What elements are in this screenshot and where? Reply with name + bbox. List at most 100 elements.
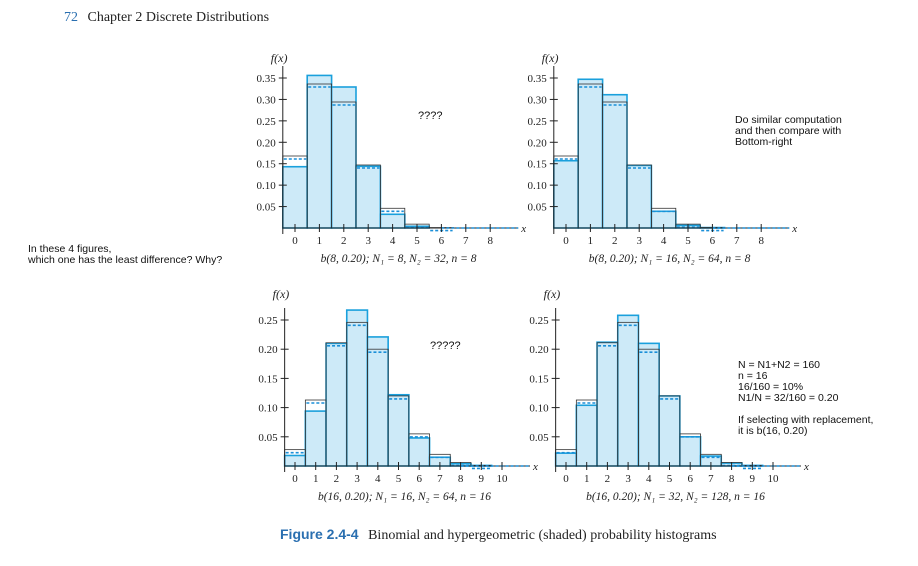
x-tick-label: 0 [563, 473, 569, 485]
y-axis-label: f(x) [273, 287, 290, 301]
bottom-right-note: N = N1+N2 = 160 n = 16 16/160 = 10% N1/N… [738, 359, 874, 437]
hypergeometric-bar [325, 342, 348, 467]
y-tick-label: 0.30 [528, 94, 548, 106]
hypergeometric-bar [355, 165, 382, 229]
y-tick-label: 0.10 [257, 180, 277, 192]
y-tick-label: 0.35 [257, 73, 277, 85]
page-header: 72 Chapter 2 Discrete Distributions [64, 10, 269, 26]
chart-subtitle: b(8, 0.20); N₁ = 16, N₂ = 64, n = 8 [589, 253, 751, 265]
x-tick-label: 2 [605, 473, 611, 485]
x-tick-label: 3 [354, 473, 360, 485]
x-tick-label: 0 [292, 235, 298, 247]
x-tick-label: 1 [584, 473, 590, 485]
hypergeometric-bar [575, 404, 598, 467]
x-axis-label: x [532, 461, 538, 473]
page-number: 72 [64, 10, 78, 25]
x-tick-label: 5 [685, 235, 691, 247]
hypergeometric-bar [281, 165, 308, 229]
x-tick-label: 2 [334, 473, 340, 485]
y-tick-label: 0.25 [257, 116, 277, 128]
y-tick-label: 0.10 [258, 403, 278, 415]
x-tick-label: 6 [687, 473, 693, 485]
y-tick-label: 0.35 [528, 73, 548, 85]
y-tick-label: 0.20 [528, 137, 548, 149]
y-tick-label: 0.20 [258, 344, 278, 356]
x-tick-label: 6 [710, 235, 716, 247]
y-tick-label: 0.05 [529, 432, 549, 444]
x-tick-label: 4 [375, 473, 381, 485]
x-tick-label: 4 [646, 473, 652, 485]
x-tick-label: 9 [750, 473, 756, 485]
x-tick-label: 7 [708, 473, 714, 485]
x-tick-label: 7 [437, 473, 443, 485]
x-tick-label: 3 [625, 473, 631, 485]
hypergeometric-bar [330, 86, 357, 229]
y-axis-label: f(x) [271, 51, 288, 65]
x-tick-label: 5 [414, 235, 420, 247]
y-tick-label: 0.05 [257, 202, 277, 214]
hypergeometric-bar [366, 336, 389, 467]
chart-subtitle: b(8, 0.20); N₁ = 8, N₂ = 32, n = 8 [321, 253, 477, 265]
y-axis-label: f(x) [542, 51, 559, 65]
x-tick-label: 1 [588, 235, 594, 247]
x-tick-label: 7 [463, 235, 469, 247]
y-tick-label: 0.10 [528, 180, 548, 192]
x-tick-label: 10 [768, 473, 780, 485]
left-question-note: In these 4 figures, which one has the le… [28, 243, 223, 266]
y-tick-label: 0.25 [258, 315, 278, 327]
x-tick-label: 8 [729, 473, 735, 485]
x-tick-label: 2 [341, 235, 347, 247]
y-tick-label: 0.10 [529, 403, 549, 415]
y-tick-label: 0.25 [529, 315, 549, 327]
hypergeometric-bar [306, 74, 333, 229]
figure-label: Figure 2.4-4 [280, 526, 359, 542]
hypergeometric-bar [658, 395, 681, 467]
y-tick-label: 0.15 [258, 373, 278, 385]
x-tick-label: 8 [458, 473, 464, 485]
chart-subtitle: b(16, 0.20); N₁ = 16, N₂ = 64, n = 16 [318, 491, 491, 503]
hypergeometric-bar [601, 93, 628, 229]
y-tick-label: 0.20 [529, 344, 549, 356]
hypergeometric-bar [679, 435, 702, 467]
hypergeometric-bar [616, 314, 640, 467]
x-axis-label: x [520, 223, 526, 235]
x-tick-label: 3 [365, 235, 371, 247]
x-tick-label: 7 [734, 235, 740, 247]
x-tick-label: 5 [396, 473, 402, 485]
x-tick-label: 2 [612, 235, 618, 247]
y-tick-label: 0.05 [528, 202, 548, 214]
x-tick-label: 1 [317, 235, 323, 247]
hypergeometric-bar [596, 341, 619, 467]
x-tick-label: 9 [479, 473, 485, 485]
x-tick-label: 5 [667, 473, 673, 485]
figure-caption-text: Binomial and hypergeometric (shaded) pro… [368, 528, 717, 543]
y-tick-label: 0.15 [529, 373, 549, 385]
x-tick-label: 6 [416, 473, 422, 485]
hypergeometric-bar [552, 159, 579, 229]
bottom-left-question-marks: ????? [430, 340, 461, 352]
top-right-note: Do similar computation and then compare … [735, 114, 842, 148]
top-left-question-marks: ???? [418, 110, 443, 122]
chapter-title: Chapter 2 Discrete Distributions [87, 10, 270, 25]
y-tick-label: 0.15 [257, 159, 277, 171]
x-tick-label: 8 [487, 235, 493, 247]
hypergeometric-bar [408, 437, 431, 467]
y-axis-label: f(x) [544, 287, 561, 301]
hypergeometric-bar [626, 164, 653, 229]
hypergeometric-bar [577, 78, 604, 229]
x-tick-label: 1 [313, 473, 319, 485]
x-tick-label: 0 [292, 473, 298, 485]
y-tick-label: 0.25 [528, 116, 548, 128]
x-tick-label: 4 [661, 235, 667, 247]
x-tick-label: 0 [563, 235, 569, 247]
figure-caption: Figure 2.4-4 Binomial and hypergeometric… [280, 526, 717, 544]
x-tick-label: 3 [636, 235, 642, 247]
x-axis-label: x [803, 461, 809, 473]
hypergeometric-bar [637, 342, 660, 467]
chart-subtitle: b(16, 0.20); N₁ = 32, N₂ = 128, n = 16 [586, 491, 765, 503]
hypergeometric-bar [387, 393, 410, 467]
x-tick-label: 10 [497, 473, 509, 485]
y-tick-label: 0.20 [257, 137, 277, 149]
y-tick-label: 0.30 [257, 94, 277, 106]
